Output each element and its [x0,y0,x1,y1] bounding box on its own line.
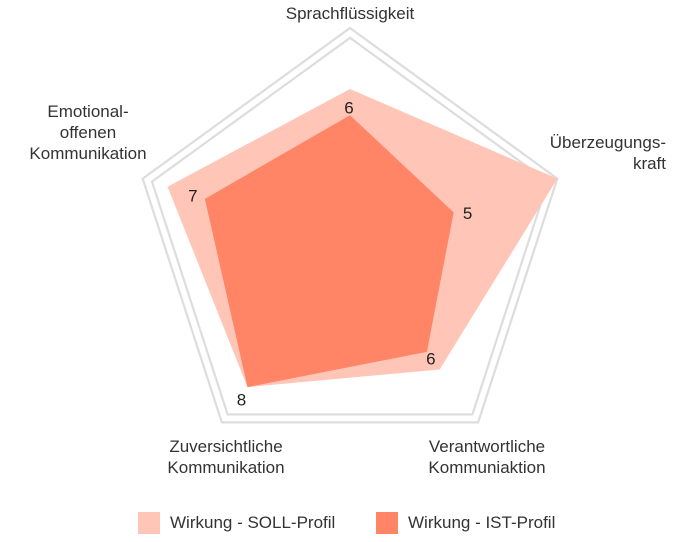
radar-series [167,89,558,388]
grid-ring-0 [141,26,559,424]
axis-label-3-line-1: Kommunikation [167,458,284,477]
legend-swatch-soll [138,512,160,534]
value-label-2: 6 [426,349,435,368]
radar-chart: 6 5 6 8 7 Sprachflüssigkeit Überzeugungs-kraf… [29,4,666,477]
legend-item-ist: Wirkung - IST-Profil [376,512,555,534]
value-label-4: 7 [188,186,197,205]
value-label-3: 8 [237,391,246,410]
legend-item-soll: Wirkung - SOLL-Profil [138,512,335,534]
axis-label-2-line-1: Kommuniaktion [428,458,545,477]
legend: Wirkung - SOLL-Profil Wirkung - IST-Prof… [0,512,688,542]
axis-labels: Sprachflüssigkeit Überzeugungs-kraft Veran… [29,4,666,477]
axis-label-2-line-0: Verantwortliche [429,437,545,456]
value-labels: 6 5 6 8 7 [188,99,472,410]
value-label-0: 6 [344,99,353,118]
axis-label-3-line-0: Zuversichtliche [169,437,282,456]
series-area-ist [204,115,454,388]
grid-ring-1 [150,36,550,416]
radar-grid [141,26,559,424]
legend-swatch-ist [376,512,398,534]
axis-label-4-line-1: offenen [60,123,116,142]
axis-label-4-line-2: Kommunikation [29,144,146,163]
legend-label-ist: Wirkung - IST-Profil [408,513,556,532]
legend-label-soll: Wirkung - SOLL-Profil [170,513,336,532]
axis-label-1-line-1: kraft [633,154,666,173]
axis-label-1-line-0: Überzeugungs- [550,133,666,152]
axis-label-4-line-0: Emotional- [47,102,128,121]
axis-label-0-line-0: Sprachflüssigkeit [286,4,415,23]
value-label-1: 5 [463,204,472,223]
